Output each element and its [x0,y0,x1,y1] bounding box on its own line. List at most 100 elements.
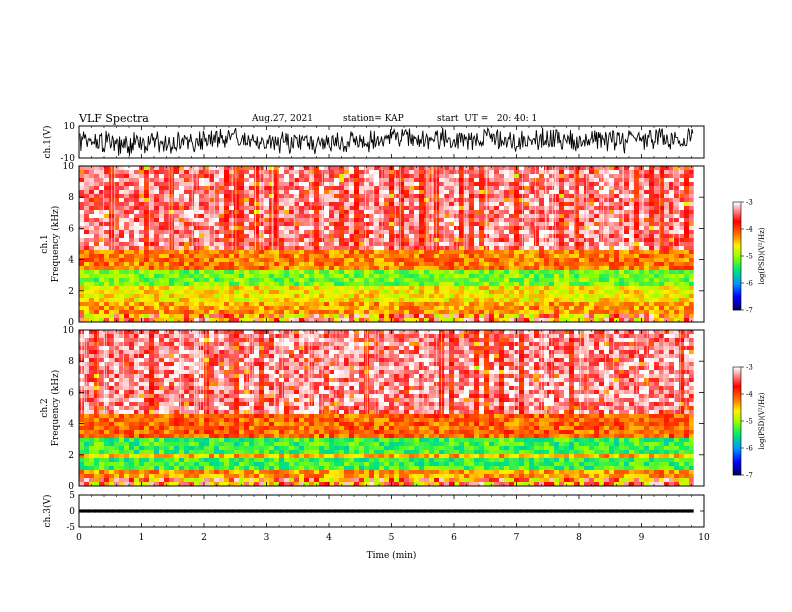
spectrogram-cell [309,314,315,319]
spectrogram-cell [264,210,270,215]
spectrogram-cell [429,262,435,267]
spectrogram-cell [569,314,575,319]
spectrogram-cell [524,234,530,239]
spectrogram-cell [334,186,340,191]
spectrogram-cell [664,182,670,187]
spectrogram-cell [329,278,335,283]
spectrogram-cell [329,238,335,243]
spectrogram-cell [304,310,310,315]
spectrogram-cell [674,226,680,231]
spectrogram-cell [489,178,495,183]
spectrogram-cell [164,182,170,187]
spectrogram-cell [414,314,420,319]
spectrogram-cell [669,206,675,211]
spectrogram-cell [404,286,410,291]
spectrogram-cell [579,218,585,223]
spectrogram-cell [489,210,495,215]
spectrogram-cell [674,218,680,223]
spectrogram-cell [264,178,270,183]
spectrogram-cell [619,278,625,283]
spectrogram-cell [459,190,465,195]
spectrogram-cell [529,286,535,291]
spectrogram-cell [554,250,560,255]
spectrogram-cell [189,286,195,291]
spectrogram-cell [249,202,255,207]
spectrogram-cell [534,286,540,291]
spectrogram-cell [539,190,545,195]
spectrogram-cell [304,306,310,311]
spectrogram-cell [214,178,220,183]
spectrogram-cell [634,262,640,267]
spectrogram-cell [79,314,85,319]
spectrogram-cell [79,310,85,315]
spectrogram-cell [394,186,400,191]
spectrogram-cell [104,258,110,263]
spectrogram-cell [419,186,425,191]
spectrogram-cell [289,166,295,171]
spectrogram-cell [329,170,335,175]
spectrogram-cell [644,262,650,267]
spectrogram-cell [514,310,520,315]
spectrogram-cell [454,302,460,307]
spectrogram-cell [314,174,320,179]
spectrogram-cell [229,182,235,187]
spectrogram-cell [529,270,535,275]
spectrogram-cell [389,270,395,275]
spectrogram-cell [599,294,605,299]
spectrogram-cell [689,230,694,235]
spectrogram-cell [549,302,555,307]
spectrogram-cell [139,294,145,299]
spectrogram-cell [169,274,175,279]
spectrogram-cell [489,238,495,243]
spectrogram-cell [549,194,555,199]
spectrogram-cell [554,178,560,183]
spectrogram-cell [384,230,390,235]
spectrogram-cell [124,254,130,259]
spectrogram-cell [199,270,205,275]
spectrogram-cell [314,242,320,247]
spectrogram-cell [549,254,555,259]
spectrogram-cell [449,294,455,299]
spectrogram-cell [324,178,330,183]
spectrogram-cell [539,218,545,223]
spectrogram-cell [469,170,475,175]
spectrogram-cell [559,294,565,299]
spectrogram-cell [199,206,205,211]
spectrogram-cell [539,206,545,211]
spectrogram-cell [184,258,190,263]
spectrogram-cell [599,306,605,311]
spectrogram-cell [139,310,145,315]
spectrogram-cell [329,222,335,227]
spectrogram-cell [469,226,475,231]
spectrogram-cell [689,210,694,215]
spectrogram-cell [94,258,100,263]
spectrogram-cell [324,250,330,255]
spectrogram-cell [234,250,240,255]
spectrogram-cell [589,194,595,199]
spectrogram-cell [599,202,605,207]
spectrogram-cell [324,246,330,251]
spectrogram-cell [554,298,560,303]
spectrogram-cell [234,222,240,227]
spectrogram-cell [639,302,645,307]
spectrogram-cell [374,298,380,303]
spectrogram-cell [439,270,445,275]
spectrogram-cell [654,246,660,251]
spectrogram-cell [299,286,305,291]
spectrogram-cell [374,302,380,307]
spectrogram-cell [579,290,585,295]
spectrogram-cell [579,274,585,279]
spectrogram-cell [354,314,360,319]
spectrogram-cell [404,222,410,227]
spectrogram-cell [364,222,370,227]
spectrogram-cell [94,222,100,227]
spectrogram-cell [554,266,560,271]
spectrogram-cell [544,290,550,295]
spectrogram-cell [679,238,685,243]
spectrogram-cell [474,218,480,223]
spectrogram-cell [324,314,330,319]
spectrogram-cell [634,214,640,219]
spectrogram-cell [199,218,205,223]
spectrogram-cell [184,266,190,271]
spectrogram-cell [369,210,375,215]
